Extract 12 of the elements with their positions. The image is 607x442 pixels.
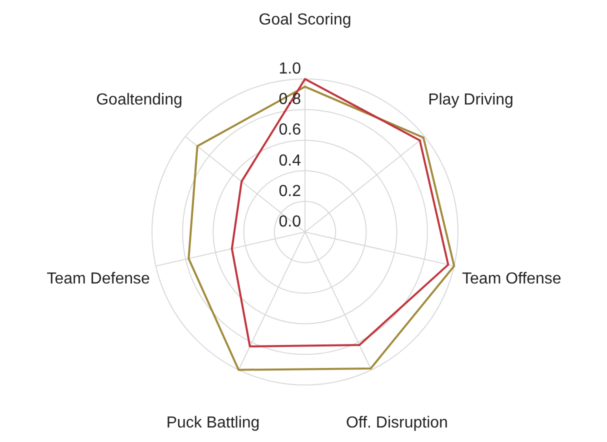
y-tick-label: 0.6 [278, 122, 302, 139]
spoke-label: Goal Scoring [258, 12, 352, 28]
spoke-label: Team Defense [46, 270, 150, 288]
spoke-label: Team Offense [462, 270, 562, 288]
y-tick-label: 0.4 [278, 152, 302, 170]
spoke-label: Play Driving [428, 91, 514, 108]
y-tick-label: 1.0 [278, 60, 302, 78]
spoke-label: Puck Battling [166, 414, 260, 432]
spoke-label: Goaltending [96, 91, 182, 108]
spoke-label: Off. Disruption [346, 414, 448, 432]
y-tick-label: 0.2 [278, 182, 302, 200]
y-tick-label: 0.0 [278, 214, 302, 230]
